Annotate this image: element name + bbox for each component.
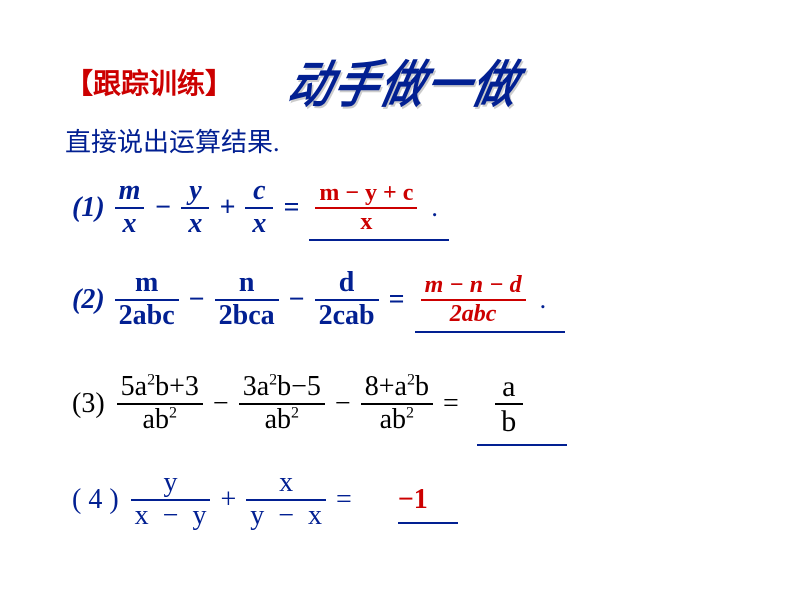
minus-op: − [335,388,351,420]
p1-f3-den: x [248,209,270,240]
den-op: − [278,500,294,531]
den-l: x [135,500,149,531]
blank-line [477,420,567,446]
den-r: x [308,500,322,531]
p4-f1-den: x − y [131,501,211,532]
p2-f1-num: m [131,268,162,299]
section-header: 【跟踪训练】 [65,62,233,102]
problem-3: (3) 5a2b+3 ab2 − 3a2b−5 ab2 − 8+a2b ab2 … [72,370,533,438]
equals-op: = [389,284,405,316]
problem-1: (1) m x − y x + c x = m − y + c x . [72,176,438,240]
p1-f1-num: m [115,176,145,207]
minus-op: − [213,388,229,420]
plus-op: + [219,192,235,224]
p2-frac1: m 2abc [115,268,179,332]
p1-f3-num: c [249,176,269,207]
blank-line [415,307,565,333]
p1-frac1: m x [115,176,145,240]
p4-frac1: y x − y [131,468,211,532]
p1-label: (1) [72,192,105,224]
p2-f2-num: n [235,268,259,299]
p3-answer-wrap: a b [485,370,533,438]
p3-frac2: 3a2b−5 ab2 [239,372,325,436]
problem-2: (2) m 2abc − n 2bca − d 2cab = m − n − d… [72,268,546,332]
p4-f1-num: y [160,468,182,499]
equals-op: = [443,388,459,420]
p4-label: ( 4 ) [72,484,119,516]
fancy-title: 动手做一做 [282,43,528,117]
p1-frac2: y x [181,176,209,240]
p4-answer-wrap: −1 [398,484,428,516]
p3-frac3: 8+a2b ab2 [361,372,433,436]
p3-ans-num: a [498,370,519,403]
problem-4: ( 4 ) y x − y + x y − x = −1 [72,468,428,532]
p1-f2-num: y [185,176,205,207]
p4-answer: −1 [398,484,428,516]
p3-f2-den: ab2 [261,405,303,436]
p3-f2-num: 3a2b−5 [239,372,325,403]
p2-frac3: d 2cab [315,268,379,332]
minus-op: − [189,284,205,316]
p2-f2-den: 2bca [215,301,279,332]
p2-ans-num: m − n − d [421,272,526,298]
p1-f1-den: x [119,209,141,240]
den-l: y [250,500,264,531]
p3-label: (3) [72,388,105,420]
minus-op: − [289,284,305,316]
p3-f3-den: ab2 [376,405,418,436]
p4-f2-den: y − x [246,501,326,532]
p1-f2-den: x [184,209,206,240]
p3-f1-num: 5a2b+3 [117,372,203,403]
equals-op: = [283,192,299,224]
p3-frac1: 5a2b+3 ab2 [117,372,203,436]
p2-label: (2) [72,284,105,316]
equals-op: = [336,484,352,516]
p2-frac2: n 2bca [215,268,279,332]
p2-f3-num: d [335,268,359,299]
p3-f1-den: ab2 [139,405,181,436]
p1-frac3: c x [245,176,273,240]
p2-answer-wrap: m − n − d 2abc [411,272,536,327]
p1-ans-num: m − y + c [315,180,417,206]
den-op: − [163,500,179,531]
subtitle: 直接说出运算结果. [65,122,280,159]
blank-line [309,215,449,241]
p4-f2-num: x [275,468,297,499]
p2-f3-den: 2cab [315,301,379,332]
blank-line [398,522,458,524]
minus-op: − [154,192,171,224]
den-r: y [192,500,206,531]
p1-answer-wrap: m − y + c x [305,180,427,235]
p3-f3-num: 8+a2b [361,372,433,403]
p2-f1-den: 2abc [115,301,179,332]
p4-frac2: x y − x [246,468,326,532]
plus-op: + [220,484,236,516]
